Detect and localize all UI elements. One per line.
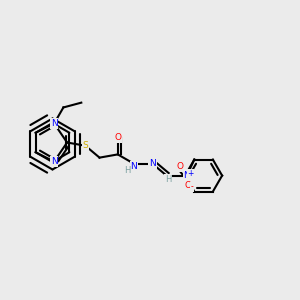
- Text: N: N: [149, 159, 156, 168]
- Text: O: O: [114, 133, 121, 142]
- Text: N: N: [51, 157, 58, 166]
- Text: O: O: [177, 162, 184, 171]
- Text: H: H: [124, 166, 130, 175]
- Text: S: S: [82, 141, 88, 150]
- Text: H: H: [165, 175, 171, 184]
- Text: N: N: [130, 162, 137, 171]
- Text: -: -: [191, 182, 194, 191]
- Text: N: N: [184, 171, 190, 180]
- Text: N: N: [51, 119, 58, 128]
- Text: O: O: [184, 181, 191, 190]
- Text: +: +: [187, 169, 194, 178]
